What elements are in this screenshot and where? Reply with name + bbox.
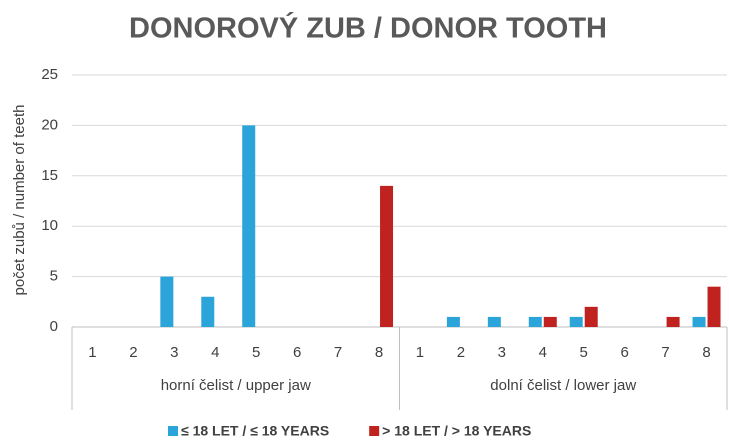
y-tick-label: 10	[41, 217, 58, 234]
group-label: horní čelist / upper jaw	[161, 377, 311, 394]
x-tick-label: 1	[416, 344, 424, 361]
legend-label: > 18 LET / > 18 YEARS	[382, 423, 531, 439]
x-tick-label: 8	[702, 344, 710, 361]
x-tick-label: 6	[293, 344, 301, 361]
y-tick-label: 20	[41, 116, 58, 133]
legend-swatch	[168, 426, 178, 436]
bar	[160, 276, 174, 327]
bar	[692, 316, 706, 327]
bar	[707, 286, 721, 327]
x-tick-label: 7	[334, 344, 342, 361]
group-label: dolní čelist / lower jaw	[490, 377, 636, 394]
legend-swatch	[369, 426, 380, 436]
bar	[242, 125, 256, 328]
legend-label: ≤ 18 LET / ≤ 18 YEARS	[181, 423, 329, 439]
x-tick-label: 3	[170, 344, 178, 361]
y-axis-label: počet zubů / number of teeth	[11, 105, 28, 296]
chart-title: DONOROVÝ ZUB / DONOR TOOTH	[129, 11, 607, 45]
x-tick-label: 5	[252, 344, 260, 361]
bar	[380, 185, 394, 327]
bar	[543, 316, 557, 327]
x-tick-label: 4	[539, 344, 547, 361]
bar	[487, 316, 501, 327]
bar	[528, 316, 542, 327]
x-tick-label: 1	[88, 344, 96, 361]
bar	[569, 316, 583, 327]
x-tick-label: 7	[661, 344, 669, 361]
x-tick-label: 2	[457, 344, 465, 361]
x-tick-label: 4	[211, 344, 219, 361]
y-tick-label: 15	[41, 167, 58, 184]
bar	[584, 306, 598, 327]
y-tick-label: 5	[50, 268, 58, 285]
bar	[666, 316, 680, 327]
x-tick-label: 5	[580, 344, 588, 361]
bar	[446, 316, 460, 327]
y-tick-label: 25	[41, 66, 58, 83]
x-tick-label: 3	[498, 344, 506, 361]
bar	[201, 296, 215, 327]
x-tick-label: 6	[620, 344, 628, 361]
y-tick-label: 0	[50, 318, 58, 335]
x-tick-label: 8	[375, 344, 383, 361]
x-tick-label: 2	[129, 344, 137, 361]
